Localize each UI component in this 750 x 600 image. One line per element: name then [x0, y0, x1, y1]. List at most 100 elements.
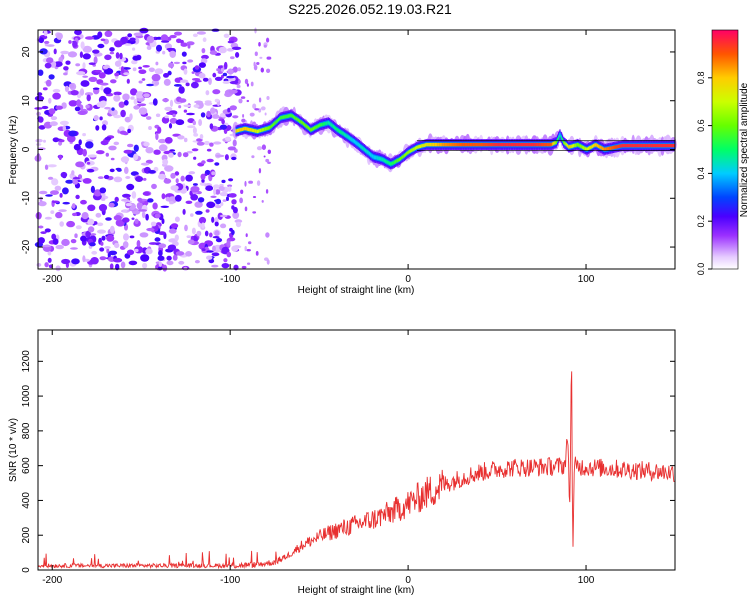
noise-blob	[247, 262, 251, 265]
track-cell	[360, 144, 362, 149]
track-cell	[436, 142, 438, 147]
track-cell	[564, 141, 566, 146]
track-cell	[406, 151, 408, 156]
track-cell	[561, 138, 564, 142]
noise-blob	[60, 50, 70, 55]
noise-blob	[191, 81, 199, 89]
noise-blob	[185, 82, 190, 87]
y-tick-label: 20	[21, 46, 32, 58]
noise-blob	[90, 233, 97, 236]
noise-blob	[227, 184, 233, 188]
noise-blob	[97, 222, 104, 227]
noise-blob	[195, 210, 203, 215]
track-cell	[352, 139, 354, 143]
noise-blob	[109, 225, 115, 234]
noise-blob	[187, 43, 191, 49]
noise-blob	[218, 186, 225, 191]
noise-blob	[185, 251, 193, 257]
track-cell	[492, 142, 494, 147]
noise-blob	[241, 118, 246, 123]
noise-blob	[230, 56, 235, 60]
track-cell	[495, 142, 498, 147]
noise-blob	[110, 157, 115, 161]
track-cell	[289, 114, 291, 118]
noise-blob	[115, 52, 120, 59]
noise-blob	[44, 216, 53, 220]
track-cell	[518, 142, 520, 147]
noise-blob	[158, 144, 168, 152]
track-cell	[609, 146, 611, 150]
snr-panel: -200 -100 0 100 0 200 400 600 800 1000 1200 Heigh…	[8, 329, 676, 596]
noise-blob	[85, 104, 90, 109]
y-tick-label: 1200	[21, 350, 32, 373]
track-cell	[465, 142, 468, 147]
track-cell	[398, 157, 400, 162]
noise-blob	[192, 183, 198, 186]
noise-blob	[46, 57, 54, 64]
track-cell	[502, 142, 504, 147]
noise-blob	[114, 72, 120, 77]
noise-blob	[113, 94, 121, 102]
noise-blob	[130, 96, 135, 100]
noise-blob	[215, 205, 222, 209]
noise-blob	[186, 235, 192, 239]
track-cell	[270, 124, 272, 129]
noise-blob	[133, 105, 140, 110]
noise-blob	[177, 151, 182, 158]
track-cell	[259, 129, 261, 133]
noise-blob	[239, 197, 244, 204]
track-cell	[498, 142, 500, 147]
noise-blob	[125, 203, 132, 207]
noise-blob	[35, 143, 42, 146]
track-cell	[281, 115, 283, 120]
track-cell	[666, 143, 668, 148]
noise-blob	[118, 126, 125, 132]
noise-blob	[219, 214, 228, 218]
noise-blob	[194, 260, 200, 264]
track-cell	[432, 142, 434, 147]
noise-blob	[178, 105, 182, 109]
track-cell	[463, 142, 465, 147]
noise-blob	[134, 248, 139, 253]
track-cell	[556, 138, 559, 142]
track-cell	[490, 142, 493, 147]
track-cell	[594, 143, 596, 147]
track-cell	[576, 143, 579, 147]
track-cell	[650, 143, 652, 148]
track-cell	[456, 142, 458, 147]
track-cell	[669, 143, 671, 148]
noise-blob	[182, 208, 186, 215]
noise-blob	[104, 136, 112, 141]
noise-blob	[39, 196, 43, 202]
noise-blob	[87, 218, 95, 226]
track-cell	[560, 135, 562, 140]
track-cell	[605, 147, 607, 151]
noise-blob	[188, 171, 196, 175]
noise-blob	[106, 234, 115, 242]
track-cell	[517, 142, 519, 147]
track-cell	[524, 142, 526, 147]
track-cell	[277, 118, 280, 122]
noise-blob	[205, 90, 210, 96]
noise-blob	[223, 61, 228, 70]
noise-blob	[44, 62, 52, 69]
noise-blob	[75, 225, 82, 230]
track-cell	[585, 147, 587, 151]
noise-blob	[228, 178, 234, 182]
noise-blob	[42, 87, 48, 91]
track-cell	[261, 128, 263, 132]
noise-blob	[158, 243, 167, 249]
noise-blob	[173, 84, 182, 87]
noise-blob	[201, 222, 205, 229]
track-cell	[315, 125, 317, 129]
track-cell	[254, 129, 256, 133]
noise-blob	[190, 186, 200, 193]
track-cell	[505, 142, 508, 147]
noise-blob	[210, 107, 216, 114]
noise-blob	[63, 66, 69, 71]
track-cell	[554, 141, 556, 145]
track-cell	[657, 143, 659, 148]
noise-blob	[114, 40, 123, 48]
noise-blob	[158, 261, 162, 267]
noise-blob	[206, 255, 213, 260]
